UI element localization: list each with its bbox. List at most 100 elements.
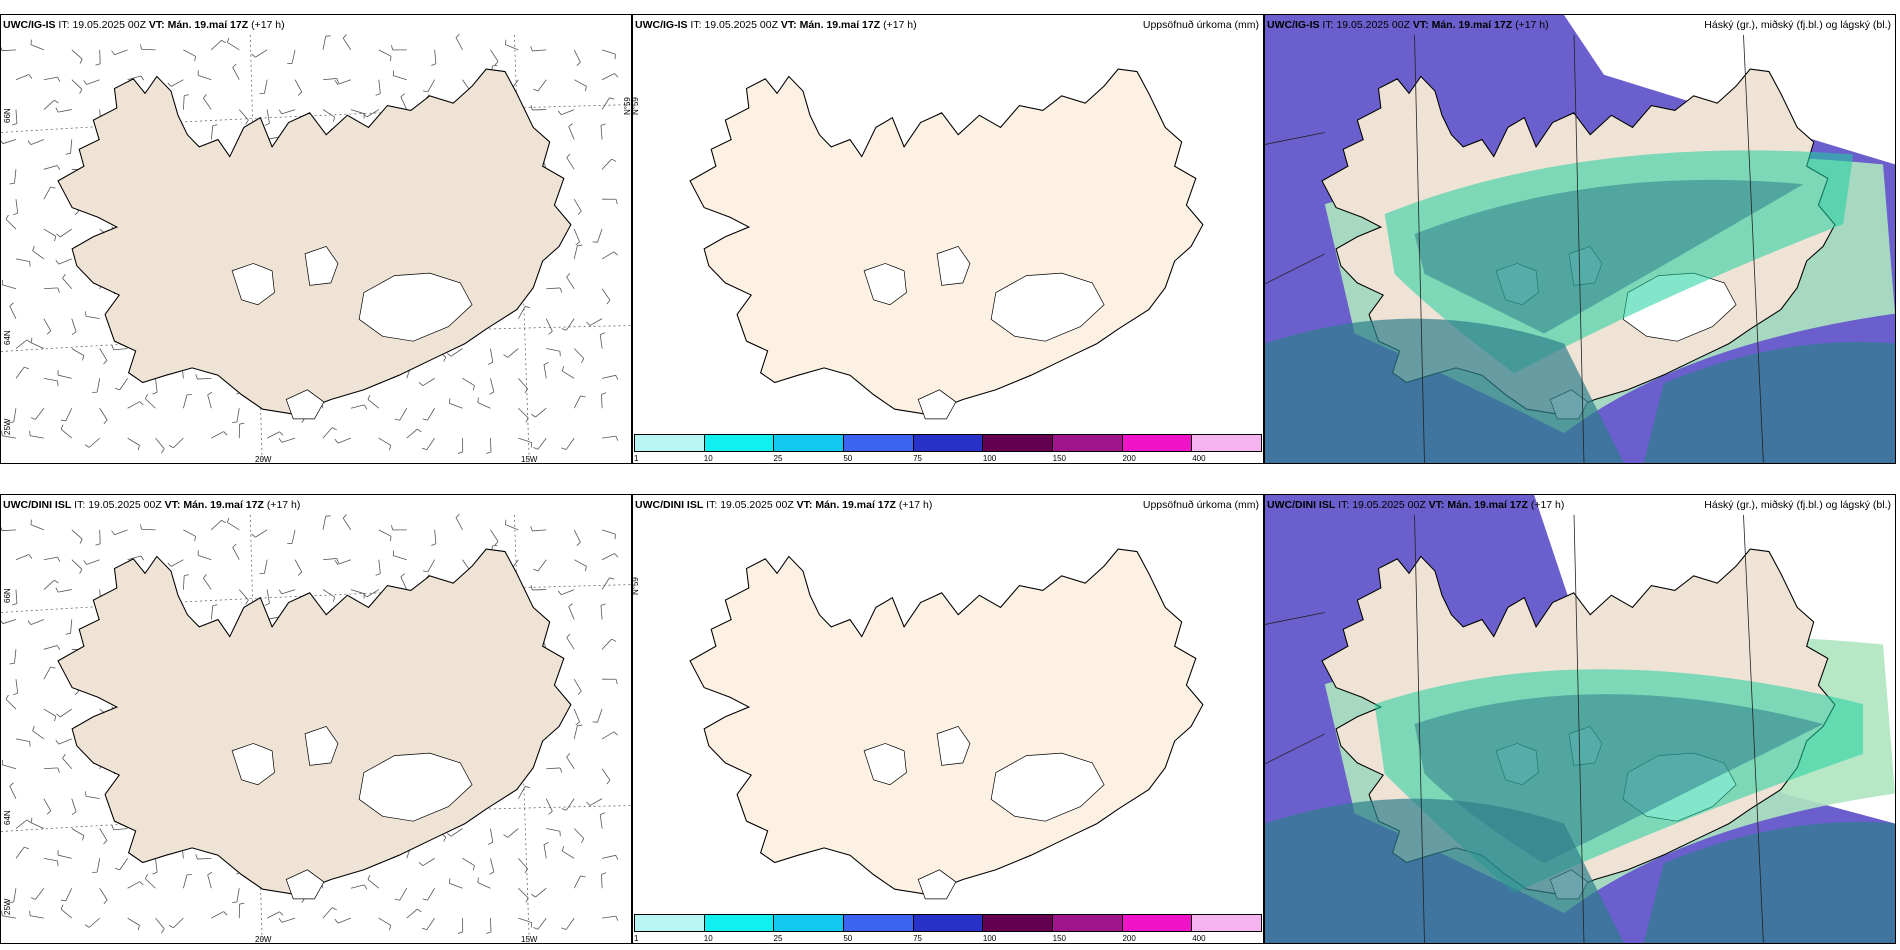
wind-barb [573, 559, 587, 567]
wind-barb [5, 218, 17, 230]
wind-barb [2, 915, 17, 919]
wind-barb [2, 139, 17, 145]
wind-barb [99, 408, 108, 421]
wind-barb [255, 529, 268, 538]
wind-barb [427, 888, 435, 901]
wind-barb [227, 42, 240, 51]
wind-barb [543, 364, 547, 379]
precip-scale-swatch [1122, 435, 1193, 451]
wind-barb [426, 917, 435, 930]
wind-barb [427, 408, 435, 421]
wind-barb [2, 284, 17, 290]
iceland-land [689, 68, 1204, 415]
wind-barb [350, 884, 365, 889]
wind-barb [71, 828, 84, 836]
wind-barb [490, 378, 495, 392]
wind-barb [537, 559, 547, 572]
wind-barb [9, 305, 17, 319]
wind-barb [449, 403, 463, 409]
wind-barb [2, 764, 17, 770]
wind-barb [505, 44, 519, 51]
wind-barb [518, 786, 526, 799]
wind-barb [15, 258, 30, 262]
wind-barb [119, 858, 128, 871]
precip-scale-tick: 100 [982, 934, 997, 943]
wind-barb [5, 698, 17, 710]
wind-barb [546, 767, 561, 770]
wind-barb [602, 915, 616, 919]
wind-barb [113, 828, 128, 831]
wind-barb [532, 49, 547, 52]
wind-barb [99, 49, 101, 64]
wind-barb [173, 917, 184, 929]
wind-barb [2, 435, 17, 439]
wind-barb [589, 798, 603, 806]
wind-barb [15, 738, 30, 742]
wind-barb [281, 109, 296, 115]
precip-scale-swatch [774, 435, 845, 451]
wind-barb [71, 79, 83, 90]
wind-barb [141, 48, 156, 51]
wind-barb [565, 437, 575, 450]
wind-barb [58, 258, 72, 265]
axis-label-66n-right: N°59 [623, 97, 632, 115]
wind-barb [378, 49, 392, 57]
wind-barb [281, 437, 296, 443]
wind-barb [599, 334, 603, 349]
axis-label-20w: 20W [255, 935, 272, 944]
precip-scale-swatch [1053, 435, 1123, 451]
wind-barb [597, 708, 603, 723]
wind-barb [342, 517, 352, 531]
wind-barb [400, 576, 408, 590]
wind-barb [566, 798, 575, 811]
axis-label-64n: 64N [3, 810, 12, 825]
wind-barb [127, 881, 141, 889]
wind-barb [43, 708, 57, 717]
wind-barb [322, 589, 335, 598]
wind-barb [601, 288, 611, 301]
wind-barb [434, 529, 437, 544]
wind-barb [15, 199, 19, 214]
wind-barb [399, 408, 408, 421]
precip-scale-tick: 150 [1052, 934, 1067, 943]
wind-barb [266, 431, 280, 439]
wind-barb [322, 78, 337, 81]
wind-barb [43, 556, 58, 561]
wind-barb [13, 888, 17, 903]
wind-barb [203, 97, 212, 110]
precip-scale-swatch [704, 915, 775, 931]
wind-barb [449, 883, 463, 889]
wind-barb [562, 370, 575, 379]
wind-barb [236, 888, 240, 903]
wind-barb [70, 619, 73, 634]
wind-barb [546, 828, 561, 832]
axis-label-66n: N°59 [632, 577, 640, 595]
wind-barb [507, 828, 519, 838]
wind-barb [601, 577, 610, 590]
wind-barb [573, 198, 582, 212]
panel-header: UWC/DINI ISL IT: 19.05.2025 00Z VT: Mán.… [3, 499, 301, 511]
precip-scale-swatch [844, 435, 914, 451]
wind-barb [455, 37, 463, 51]
wind-barb [518, 306, 526, 319]
wind-barb [477, 882, 491, 889]
axis-label-66n: N°59 [632, 97, 640, 115]
wind-barb [393, 75, 407, 81]
panel-header: UWC/DINI ISL IT: 19.05.2025 00Z VT: Mán.… [1267, 499, 1891, 511]
panel-header: UWC/IG-IS IT: 19.05.2025 00Z VT: Mán. 19… [1267, 19, 1891, 31]
wind-barb [207, 394, 212, 409]
wind-barb [400, 96, 408, 110]
wind-barb [518, 378, 528, 390]
wind-barb [88, 437, 100, 448]
wind-barb [264, 559, 268, 574]
wind-barb [255, 49, 268, 58]
wind-barb [367, 879, 380, 889]
wind-barb [65, 408, 73, 421]
precip-scale-swatch [774, 915, 845, 931]
wind-barb [490, 529, 499, 542]
wind-barb [322, 427, 333, 439]
wind-barb [127, 917, 140, 926]
precip-scale-swatch [635, 915, 705, 931]
wind-barb [43, 165, 58, 170]
wind-barb [378, 529, 392, 537]
